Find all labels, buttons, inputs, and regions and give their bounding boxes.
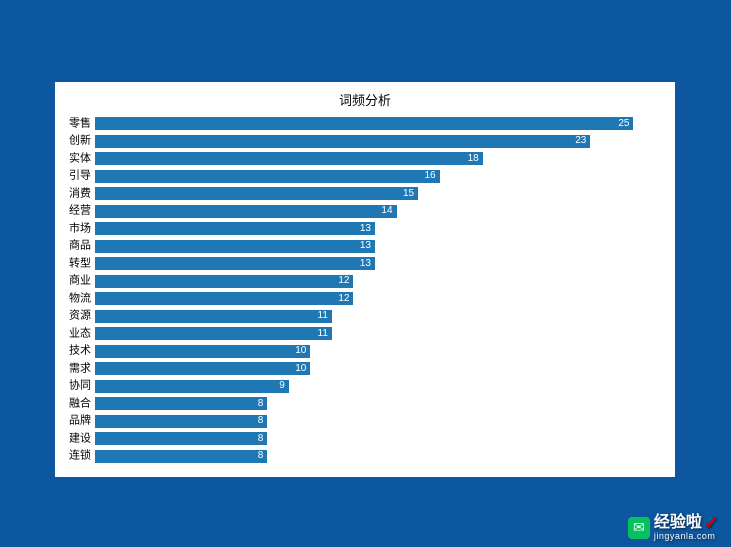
bar-label: 资源 [57,311,91,322]
bar-row: 创新23 [95,135,665,148]
bar-value: 23 [575,136,586,146]
watermark-sub: jingyanla.com [654,532,719,541]
bar-label: 经营 [57,206,91,217]
bar-row: 技术10 [95,345,665,358]
bar-value: 11 [318,329,328,339]
bar-row: 商品13 [95,240,665,253]
bar-value: 18 [468,154,479,164]
bar-value: 8 [258,451,264,461]
bar: 8 [95,432,267,445]
bar-value: 14 [381,206,392,216]
check-icon: ✓ [704,514,719,532]
bar-row: 零售25 [95,117,665,130]
bar-label: 协同 [57,381,91,392]
bar-label: 建设 [57,433,91,444]
bar: 8 [95,397,267,410]
bar-label: 融合 [57,398,91,409]
bar-label: 品牌 [57,416,91,427]
bar-value: 8 [258,399,264,409]
bar-label: 技术 [57,346,91,357]
bar-row: 连锁8 [95,450,665,463]
bar: 14 [95,205,397,218]
bar-value: 13 [360,224,371,234]
bar: 8 [95,415,267,428]
watermark-text: 经验啦 ✓ jingyanla.com [654,514,719,541]
bar: 10 [95,345,310,358]
bar-label: 业态 [57,328,91,339]
bar-row: 建设8 [95,432,665,445]
watermark: ✉ 经验啦 ✓ jingyanla.com [628,514,719,541]
bar-label: 引导 [57,171,91,182]
bar-label: 商品 [57,241,91,252]
bar: 18 [95,152,483,165]
bar-value: 16 [424,171,435,181]
bar-label: 零售 [57,118,91,129]
bar: 9 [95,380,289,393]
bar-label: 市场 [57,223,91,234]
bar-row: 品牌8 [95,415,665,428]
bar-value: 25 [618,119,629,129]
bar-label: 需求 [57,363,91,374]
watermark-main-text: 经验啦 [654,515,702,531]
bar-value: 8 [258,434,264,444]
wechat-icon: ✉ [628,517,650,539]
chart-card: 词频分析 零售25创新23实体18引导16消费15经营14市场13商品13转型1… [55,82,675,477]
bar: 8 [95,450,267,463]
bar-label: 商业 [57,276,91,287]
bar-row: 商业12 [95,275,665,288]
bar-row: 业态11 [95,327,665,340]
bar-row: 资源11 [95,310,665,323]
bar: 12 [95,275,353,288]
bar-value: 13 [360,259,371,269]
bar-row: 转型13 [95,257,665,270]
bar: 11 [95,327,332,340]
bar-row: 市场13 [95,222,665,235]
bar: 13 [95,222,375,235]
bar: 10 [95,362,310,375]
bar-row: 实体18 [95,152,665,165]
bar-row: 协同9 [95,380,665,393]
bar-value: 12 [338,294,349,304]
bar-value: 8 [258,416,264,426]
chart-title: 词频分析 [55,82,675,115]
bar-value: 13 [360,241,371,251]
bar-value: 15 [403,189,414,199]
bar-label: 转型 [57,258,91,269]
bar-label: 创新 [57,136,91,147]
bar-label: 物流 [57,293,91,304]
bar: 15 [95,187,418,200]
bar-value: 12 [338,276,349,286]
bar-row: 融合8 [95,397,665,410]
bar: 11 [95,310,332,323]
bar-row: 引导16 [95,170,665,183]
bar: 16 [95,170,440,183]
bar: 25 [95,117,633,130]
bar: 13 [95,257,375,270]
bar-row: 物流12 [95,292,665,305]
bar-value: 10 [295,364,306,374]
bar: 23 [95,135,590,148]
bar-value: 11 [318,311,328,321]
bar-label: 连锁 [57,451,91,462]
bar: 13 [95,240,375,253]
bar-value: 10 [295,346,306,356]
watermark-main: 经验啦 ✓ [654,514,719,532]
bar-label: 实体 [57,153,91,164]
bar: 12 [95,292,353,305]
bar-row: 经营14 [95,205,665,218]
bars-area: 零售25创新23实体18引导16消费15经营14市场13商品13转型13商业12… [55,115,675,463]
bar-value: 9 [279,381,285,391]
bar-label: 消费 [57,188,91,199]
bar-row: 需求10 [95,362,665,375]
bar-row: 消费15 [95,187,665,200]
